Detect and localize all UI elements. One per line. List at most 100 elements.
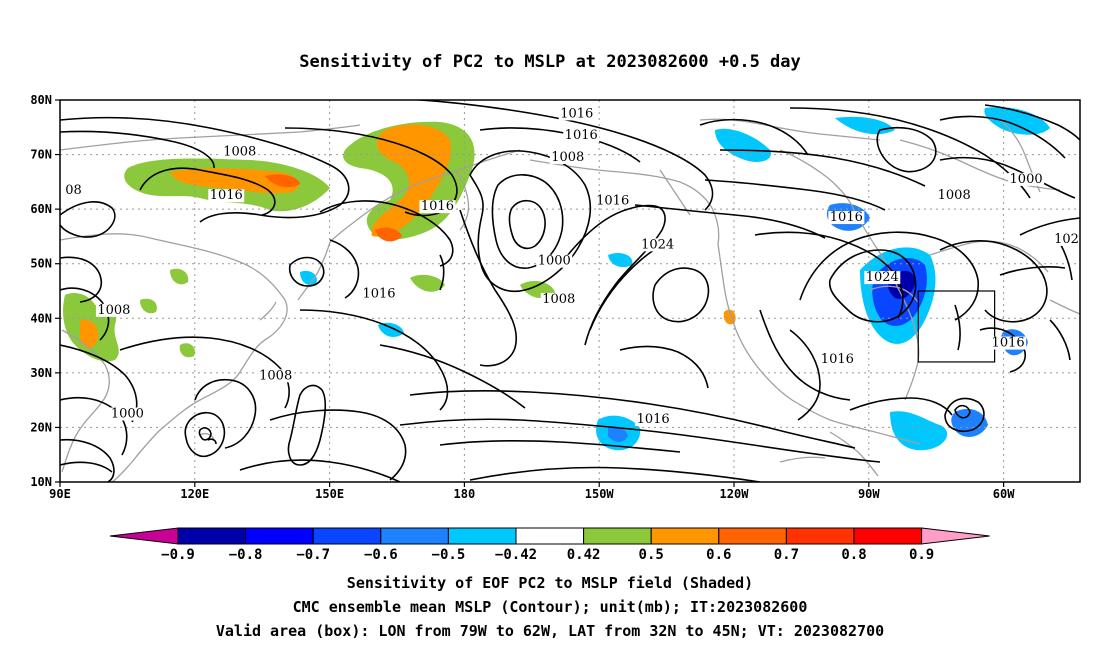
- lon-tick-label: 150E: [315, 487, 344, 501]
- longitude-tick-labels: 90E 120E 150E 180 150W 120W 90W 60W: [49, 482, 1015, 501]
- shade-lightblue-caribbean: [890, 411, 948, 451]
- lat-tick-label: 10N: [30, 475, 52, 489]
- contour-label-bg: [594, 194, 631, 208]
- colorbar-swatch: [583, 527, 652, 545]
- contour-label: 08: [65, 183, 82, 198]
- colorbar-label: −0.7: [296, 547, 330, 563]
- lat-tick-label: 80N: [30, 93, 52, 107]
- colorbar-swatch: [312, 527, 382, 545]
- colorbar-label: −0.42: [495, 547, 537, 563]
- contour-label-bg: [864, 271, 901, 285]
- shade-lightblue-patch-3: [608, 253, 633, 268]
- shade-orange-siberia: [170, 168, 300, 194]
- lon-tick-label: 180: [454, 487, 476, 501]
- contour-label: 1016: [992, 336, 1025, 351]
- shade-green-patch-4: [140, 298, 157, 314]
- contour-label-bg: [558, 107, 595, 121]
- contour-label-bg: [540, 292, 577, 306]
- shade-red-siberia: [265, 174, 300, 188]
- contour-label-bg: [419, 200, 456, 214]
- footer-line-2: CMC ensemble mean MSLP (Contour); unit(m…: [293, 598, 808, 616]
- contour-label-bg: [1008, 172, 1045, 186]
- colorbar-label: 0.5: [639, 547, 664, 563]
- lat-tick-label: 20N: [30, 420, 52, 434]
- lat-tick-label: 70N: [30, 148, 52, 162]
- lat-tick-label: 30N: [30, 366, 52, 380]
- lat-tick-label: 40N: [30, 311, 52, 325]
- shade-lightblue-patch-1: [378, 322, 404, 337]
- shade-lightblue-greenland: [984, 106, 1050, 135]
- contour-label: 1016: [596, 194, 629, 209]
- map-plot-area: 1016 1016 1008 1008 08 1016 1016 1016 1024 1000 10…: [60, 100, 1080, 482]
- contour-label: 1008: [97, 303, 130, 318]
- lon-tick-label: 150W: [585, 487, 615, 501]
- lon-tick-label: 120E: [180, 487, 209, 501]
- contour-label-bg: [549, 151, 586, 165]
- contour-label-bg: [257, 369, 294, 383]
- contour-label-bg: [819, 352, 856, 366]
- contour-label: 1024: [641, 237, 674, 252]
- contour-label-bg: [1052, 232, 1080, 246]
- contour-label: 1016: [362, 286, 395, 301]
- contour-label: 1016: [565, 128, 598, 143]
- contour-label: 1008: [938, 188, 971, 203]
- shade-red-kamchatka: [375, 227, 402, 242]
- contour-label: 1000: [111, 407, 144, 422]
- contour-label: 1008: [542, 292, 575, 307]
- lon-tick-label: 90E: [49, 487, 71, 501]
- contour-labels: 1016 1016 1008 1008 08 1016 1016 1016 1024 1000 10…: [63, 106, 1080, 427]
- map-frame: [59, 99, 1081, 483]
- colorbar-swatch: [515, 527, 585, 545]
- colorbar-swatch: [380, 527, 449, 545]
- colorbar-swatch: [447, 527, 517, 545]
- contour-label: 1008: [223, 145, 256, 160]
- contour-label: 1016: [210, 188, 243, 203]
- shade-lightblue-arctic: [835, 116, 895, 135]
- colorbar-swatch: [785, 527, 855, 545]
- colorbar-label: 0.42: [567, 547, 601, 563]
- contour-label: 1016: [821, 352, 854, 367]
- contour-label-bg: [936, 189, 973, 203]
- lon-tick-label: 60W: [993, 487, 1015, 501]
- contour-label-bg: [639, 238, 676, 252]
- colorbar-swatch: [650, 527, 720, 545]
- contour-label: 102: [1054, 232, 1079, 247]
- contour-label: 1024: [866, 270, 899, 285]
- shade-green-patch-3: [170, 268, 189, 285]
- contour-label-bg: [563, 129, 600, 143]
- shade-orange-mongolia: [80, 319, 99, 349]
- colorbar-label: −0.5: [432, 547, 466, 563]
- contour-label: 1016: [421, 199, 454, 214]
- colorbar-label: −0.6: [364, 547, 398, 563]
- contour-label: 1016: [560, 106, 593, 121]
- contour-label: 1000: [538, 254, 571, 269]
- footer-line-1: Sensitivity of EOF PC2 to MSLP field (Sh…: [347, 574, 753, 592]
- contour-label-bg: [221, 145, 258, 159]
- contour-label: 1008: [551, 150, 584, 165]
- lat-tick-label: 60N: [30, 202, 52, 216]
- lon-tick-label: 90W: [858, 487, 880, 501]
- colorbar-label: 0.7: [774, 547, 799, 563]
- contour-label-bg: [536, 254, 573, 268]
- colorbar-swatch: [245, 527, 314, 545]
- contour-label-bg: [109, 407, 146, 421]
- contour-label-bg: [361, 287, 398, 301]
- contour-label: 1008: [259, 368, 292, 383]
- contour-label: 1016: [637, 412, 670, 427]
- contour-label: 1000: [1010, 172, 1043, 187]
- colorbar-label: 0.9: [909, 547, 934, 563]
- shade-orange-kamchatka: [371, 124, 451, 237]
- colorbar-swatch: [718, 527, 787, 545]
- map-title: Sensitivity of PC2 to MSLP at 2023082600…: [299, 52, 801, 72]
- colorbar-swatch: [177, 527, 247, 545]
- shade-lightblue-alaska: [715, 128, 771, 162]
- valid-area-box: [917, 290, 996, 363]
- colorbar-swatch: [853, 527, 923, 545]
- colorbar-label: −0.9: [161, 547, 195, 563]
- contour-label-bg: [635, 412, 672, 426]
- contour-label-bg: [828, 211, 865, 225]
- contour-label-bg: [63, 183, 84, 197]
- shade-blue-hawaii: [608, 426, 628, 442]
- colorbar-label: −0.8: [229, 547, 263, 563]
